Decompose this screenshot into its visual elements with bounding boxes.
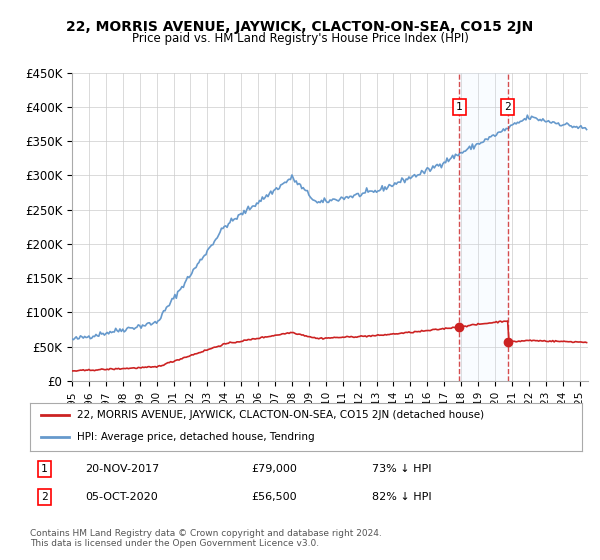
Text: 20-NOV-2017: 20-NOV-2017 bbox=[85, 464, 160, 474]
Text: 73% ↓ HPI: 73% ↓ HPI bbox=[372, 464, 432, 474]
Text: 22, MORRIS AVENUE, JAYWICK, CLACTON-ON-SEA, CO15 2JN (detached house): 22, MORRIS AVENUE, JAYWICK, CLACTON-ON-S… bbox=[77, 410, 484, 420]
Text: 2: 2 bbox=[505, 102, 511, 112]
Text: 22, MORRIS AVENUE, JAYWICK, CLACTON-ON-SEA, CO15 2JN: 22, MORRIS AVENUE, JAYWICK, CLACTON-ON-S… bbox=[67, 20, 533, 34]
Text: HPI: Average price, detached house, Tendring: HPI: Average price, detached house, Tend… bbox=[77, 432, 314, 442]
Text: Price paid vs. HM Land Registry's House Price Index (HPI): Price paid vs. HM Land Registry's House … bbox=[131, 32, 469, 45]
Text: 1: 1 bbox=[41, 464, 48, 474]
Bar bbox=[460, 73, 508, 381]
Text: 05-OCT-2020: 05-OCT-2020 bbox=[85, 492, 158, 502]
Text: 1: 1 bbox=[456, 102, 463, 112]
Text: £79,000: £79,000 bbox=[251, 464, 296, 474]
Text: 82% ↓ HPI: 82% ↓ HPI bbox=[372, 492, 432, 502]
Text: Contains HM Land Registry data © Crown copyright and database right 2024.: Contains HM Land Registry data © Crown c… bbox=[30, 529, 382, 538]
Text: 2: 2 bbox=[41, 492, 48, 502]
Text: £56,500: £56,500 bbox=[251, 492, 296, 502]
Text: This data is licensed under the Open Government Licence v3.0.: This data is licensed under the Open Gov… bbox=[30, 539, 319, 548]
